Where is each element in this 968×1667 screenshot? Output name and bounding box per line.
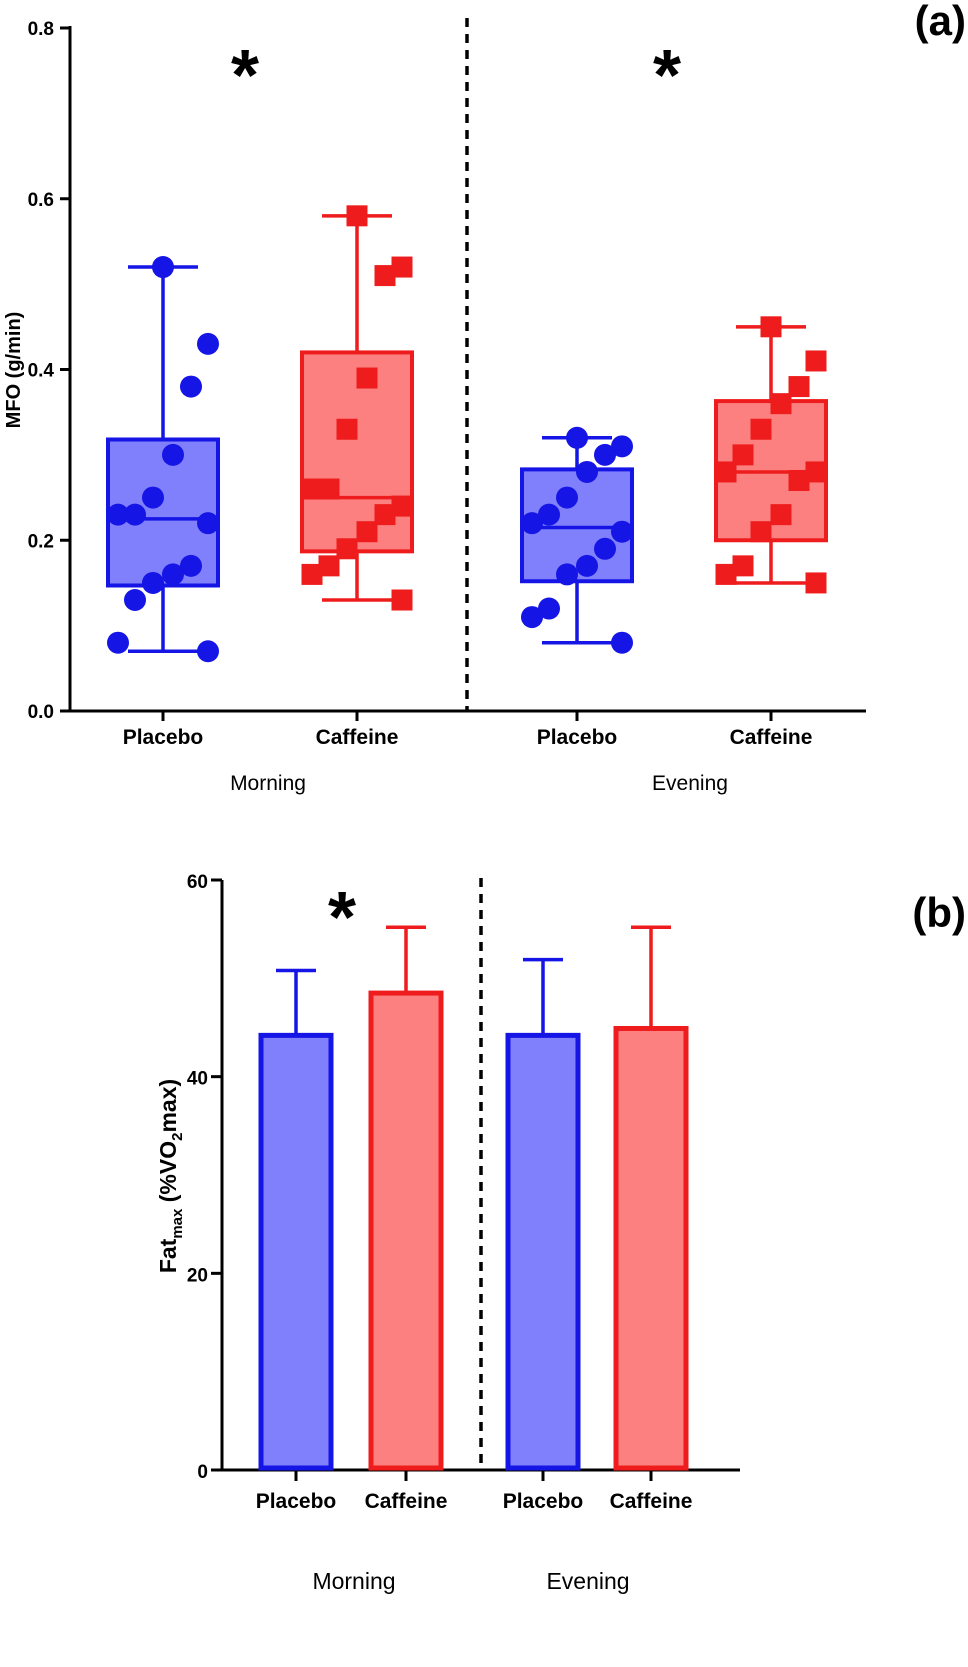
panel-b-y-tick-label: 40 [187,1069,208,1090]
data-point [611,435,633,458]
data-point [576,460,598,483]
panel-a-y-tick-label: 0.0 [28,702,54,723]
data-point [391,495,413,517]
panel-a-label: (a) [915,0,966,44]
data-point [788,469,810,491]
data-point [374,265,396,287]
data-point [556,486,578,509]
panel-a-significance-star-morning: * [231,36,259,116]
panel-b-significance-star-morning: * [328,878,356,958]
panel-b-x-tick-label: Placebo [256,1490,337,1513]
data-point [611,520,633,543]
data-point [750,418,772,440]
panel-b-y-axis-label: Fatmax (%VO2max) [155,1079,186,1273]
panel-b-label: (b) [912,889,966,936]
data-point [805,350,827,372]
data-point [391,589,413,611]
panel-a-x-tick-label: Caffeine [316,726,399,749]
panel-a-x-tick-label: Caffeine [730,726,813,749]
data-point [356,367,378,389]
panel-a-group-label-evening: Evening [652,772,728,795]
panel-b-x-tick-label: Caffeine [365,1490,448,1513]
data-point [732,555,754,577]
data-point [715,461,737,483]
data-point [576,554,598,577]
data-point [142,571,164,594]
bar [368,990,444,1471]
panel-a-y-tick-label: 0.4 [28,361,55,382]
data-point [180,375,202,398]
data-point [318,555,340,577]
data-point [180,554,202,577]
ylabel-vo: (%VO [155,1141,181,1209]
data-point [124,589,146,612]
panel-a-x-tick-label: Placebo [123,726,204,749]
panel-a-group-label-morning: Morning [230,772,306,795]
data-point [346,205,368,227]
data-point [566,426,588,449]
panel-b-bar-chart: 0 20 40 60 Placebo Caffeine Placebo Caffeine Mor… [187,872,740,1594]
ylabel-2-sub: 2 [169,1133,186,1141]
panel-b-x-tick-label: Placebo [503,1490,584,1513]
data-point [374,504,396,526]
panel-a-y-tick-label: 0.8 [28,19,54,40]
data-point [805,461,827,483]
data-point [124,503,146,526]
panel-a-y-tick-label: 0.2 [28,531,54,552]
data-point [301,478,323,500]
data-point [197,512,219,535]
data-point [162,443,184,466]
data-point [521,606,543,629]
bar [258,1032,334,1471]
data-point [107,631,129,654]
panel-a-box-plot: 0.0 0.2 0.4 0.6 0.8 Placebo Caffeine Placebo Caf… [28,18,866,795]
data-point [318,478,340,500]
data-point [162,563,184,586]
data-point [197,640,219,663]
data-point [594,537,616,560]
ylabel-fat: Fat [155,1238,181,1273]
data-point [142,486,164,509]
bar [613,1025,689,1471]
data-point [336,418,358,440]
ylabel-max: max) [155,1079,181,1133]
data-point [107,503,129,526]
data-point [301,563,323,585]
data-point [197,332,219,355]
panel-b-x-tick-label: Caffeine [610,1490,693,1513]
data-point [732,444,754,466]
data-point [770,393,792,415]
data-point [594,443,616,466]
data-point [556,563,578,586]
panel-b-group-label-evening: Evening [546,1568,629,1594]
data-point [760,316,782,338]
panel-a-y-tick-label: 0.6 [28,190,54,211]
data-point [152,256,174,279]
data-point [521,512,543,535]
bar [505,1032,581,1471]
panel-b-group-label-morning: Morning [312,1568,395,1594]
ylabel-max-sub: max [169,1208,186,1239]
panel-b-y-tick-label: 20 [187,1265,208,1286]
panel-a-significance-star-evening: * [653,36,681,116]
data-point [538,503,560,526]
data-point [336,538,358,560]
data-point [770,504,792,526]
data-point [391,256,413,278]
panel-b-y-tick-label: 0 [197,1462,208,1483]
panel-a-y-axis-label: MFO (g/min) [3,312,25,429]
panel-b-y-tick-label: 60 [187,872,208,893]
data-point [611,631,633,654]
data-point [788,376,810,398]
panel-a-x-tick-label: Placebo [537,726,618,749]
data-point [715,563,737,585]
data-point [750,521,772,543]
data-point [538,597,560,620]
data-point [805,572,827,594]
data-point [356,521,378,543]
